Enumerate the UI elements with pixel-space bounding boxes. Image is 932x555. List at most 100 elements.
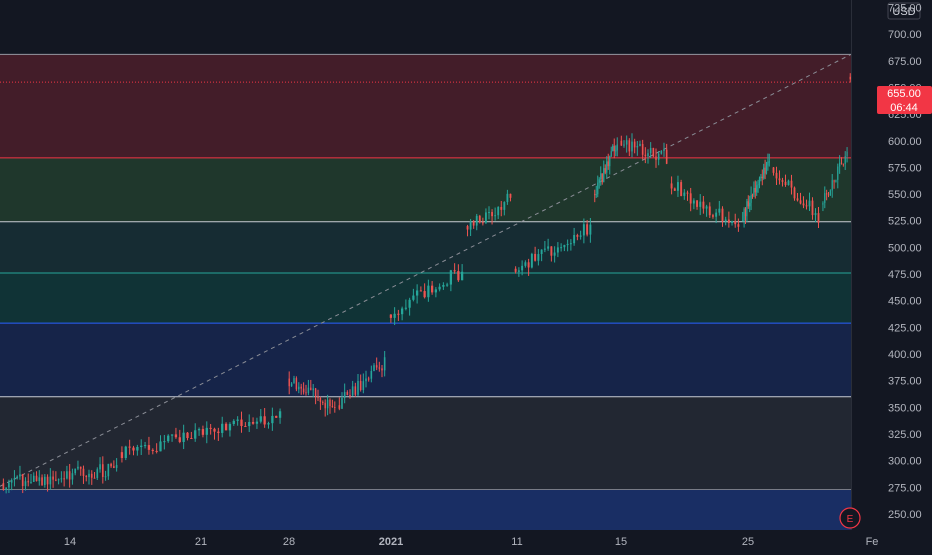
candle-body [305,392,306,393]
candle-body [159,441,161,451]
candle-body [752,195,753,196]
candle-body [217,432,219,433]
candle-body [547,246,549,248]
candle-body [252,422,254,424]
candle-body [655,156,657,159]
candle-body [461,272,463,280]
candle-body [66,471,68,478]
candle-body [803,203,805,205]
candle-body [74,469,76,474]
candle-body [381,368,383,370]
candle-body [715,213,717,217]
candle-body [473,222,475,226]
y-tick-label: 450.00 [888,296,922,308]
candle-body [544,249,546,250]
candle-body [773,167,775,172]
candle-body [355,386,357,394]
candle-body [190,438,192,439]
candle-body [121,452,123,458]
candle-body [108,464,110,476]
candle-body [534,254,536,261]
candle-body [623,145,625,146]
candle-body [606,161,607,172]
candle-body [653,148,655,156]
candle-body [128,447,130,448]
candle-body [615,150,616,151]
candle-body [291,384,292,387]
candle-body [457,271,459,280]
candle-body [687,193,689,194]
candle-body [746,201,747,216]
candle-body [267,423,269,424]
y-tick-label: 575.00 [888,162,922,174]
candle-body [435,289,437,292]
candle-body [800,200,802,203]
candle-body [363,381,365,390]
candle-body [8,483,10,488]
y-tick-label: 675.00 [888,56,922,68]
candle-body [833,180,834,182]
time-axis-bg [0,530,932,550]
candle-body [550,246,552,255]
x-tick-label: 11 [511,536,522,548]
candle-body [760,177,761,178]
candle-body [567,244,569,245]
candle-body [479,216,481,222]
candle-body [454,270,456,271]
candle-body [3,483,5,490]
candle-body [397,314,399,315]
candle-body [497,207,499,215]
candle-body [298,387,299,390]
candle-body [828,194,829,195]
y-tick-label: 250.00 [888,509,922,521]
candle-body [755,188,756,192]
candle-body [589,225,591,235]
candle-body [570,243,572,244]
candle-body [485,212,487,222]
x-tick-label: 21 [195,536,207,548]
candle-body [30,482,32,483]
candle-body [563,245,565,247]
candle-body [279,411,281,418]
candle-body [303,389,304,393]
earnings-marker[interactable]: E [840,508,860,528]
candle-body [317,397,318,398]
candle-body [467,226,469,229]
candle-body [751,195,752,203]
fib-zone-6 [0,489,851,530]
candle-body [427,286,429,298]
fib-zone-5 [0,397,851,490]
candle-body [360,381,362,390]
candle-body [327,400,328,408]
time-axis[interactable] [0,530,932,550]
candle-body [116,465,118,468]
candle-body [518,270,520,271]
candle-body [812,201,814,215]
candle-body [759,178,760,185]
fib-zone-0 [0,54,851,157]
last-price-value: 655.00 [887,88,921,100]
candle-body [405,308,407,309]
candle-body [718,209,720,213]
y-tick-label: 275.00 [888,482,922,494]
candle-body [491,212,493,216]
y-tick-label: 525.00 [888,216,922,228]
candle-body [94,478,96,479]
x-tick-label: 25 [742,536,754,548]
candle-body [634,142,636,148]
candle-body [61,478,63,479]
candle-body [88,474,90,477]
candle-body [617,144,618,150]
candle-body [132,448,134,451]
candle-body [352,386,354,395]
price-axis[interactable]: USD [852,0,932,530]
y-tick-label: 425.00 [888,322,922,334]
candle-body [182,433,184,442]
candle-body [528,262,530,267]
candle-body [334,407,335,408]
candle-body [576,235,578,237]
candle-body [312,388,313,390]
candle-body [476,216,478,226]
